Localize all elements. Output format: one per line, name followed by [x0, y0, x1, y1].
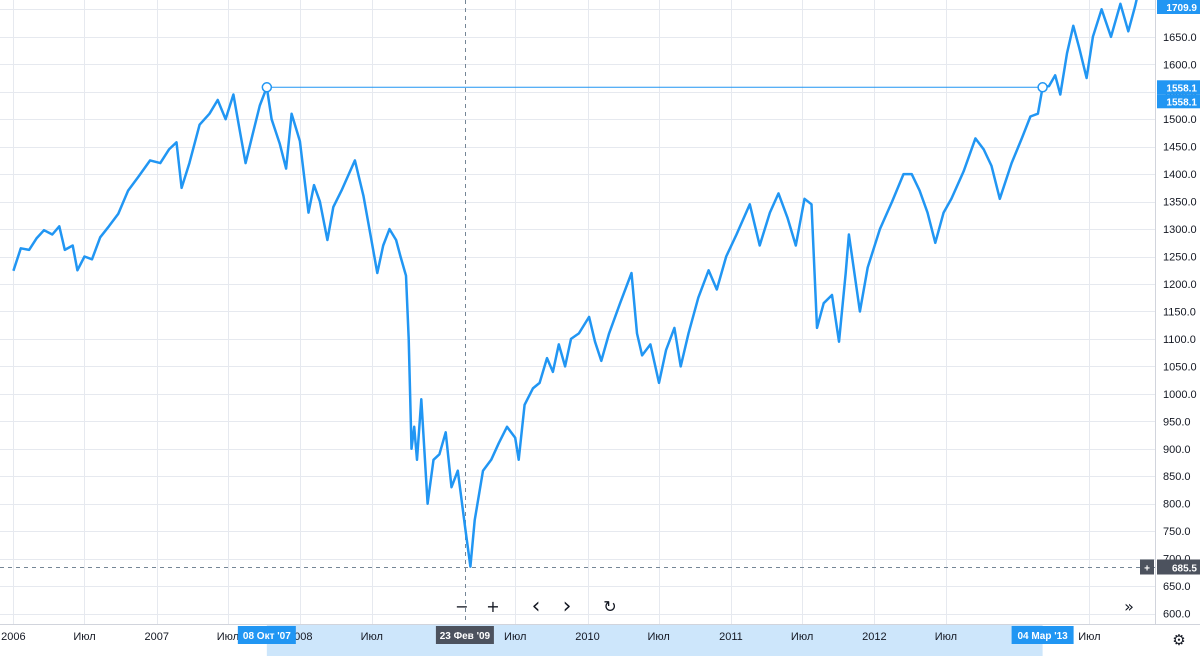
crosshair-plus-bg: [1140, 559, 1154, 575]
time-tick-label: 2010: [575, 631, 599, 643]
level-start-marker: [261, 82, 273, 93]
end-date-label: 04 Мар '13: [1011, 626, 1074, 644]
level-end-marker: [1037, 82, 1048, 93]
time-tick-label: Июл: [361, 631, 383, 643]
start-date-label-bg: [237, 626, 296, 644]
price-tick-label: 1050.0: [1163, 361, 1197, 373]
price-tick-label: 1250.0: [1163, 252, 1197, 264]
zoom-in-button[interactable]: +: [486, 596, 500, 616]
reset-chart-button[interactable]: ↻: [603, 596, 617, 616]
price-tick-label: 1350.0: [1163, 197, 1197, 209]
settings-gear-icon[interactable]: ⚙: [1172, 631, 1186, 649]
price-tick-label: 1450.0: [1163, 142, 1197, 154]
price-tick-label: 1650.0: [1163, 32, 1197, 44]
price-tick-label: 1500.0: [1163, 114, 1197, 126]
time-tick-label: 2006: [1, 631, 25, 643]
price-tick-label: 1100.0: [1163, 334, 1196, 346]
level-b-bg: [1157, 94, 1200, 109]
price-tick-label: 1200.0: [1163, 279, 1197, 291]
crosshair-plus-icon: +: [1144, 564, 1150, 575]
crosshair-price-text: 685.5: [1172, 564, 1197, 575]
price-tick-label: 750.0: [1163, 526, 1191, 538]
price-tick-label: 950.0: [1163, 416, 1191, 428]
level-a-text: 1558.1: [1166, 83, 1197, 94]
price-tick-label: 600.0: [1163, 609, 1191, 621]
start-date-label-text: 08 Окт '07: [243, 631, 291, 642]
time-tick-label: 2007: [145, 631, 169, 643]
time-tick-label: Июл: [647, 631, 669, 643]
last-price-label-bg: [1157, 0, 1200, 14]
time-tick-label: 2011: [719, 631, 743, 643]
time-tick-label: Июл: [504, 631, 526, 643]
grid: [0, 0, 1155, 624]
last-price-label: 1709.9: [1157, 0, 1200, 14]
price-tick-label: 800.0: [1163, 499, 1191, 511]
time-range-highlight: [266, 624, 1043, 656]
time-tick-label: Июл: [791, 631, 813, 643]
price-tick-label: 650.0: [1163, 581, 1191, 593]
price-tick-label: 1400.0: [1163, 169, 1197, 181]
crosshair-date-label-bg: [435, 626, 494, 644]
last-price-label-text: 1709.9: [1166, 3, 1197, 14]
time-tick-label: 2012: [862, 631, 886, 643]
level-b-text: 1558.1: [1166, 97, 1197, 108]
end-date-label-bg: [1011, 626, 1074, 644]
price-tick-label: 900.0: [1163, 444, 1191, 456]
price-tick-label: 850.0: [1163, 471, 1191, 483]
price-tick-label: 1300.0: [1163, 224, 1197, 236]
price-tick-label: 1600.0: [1163, 59, 1197, 71]
price-series-line: [12, 0, 1138, 568]
level-a-bg: [1157, 80, 1200, 95]
scroll-left-button[interactable]: ‹: [531, 593, 541, 619]
scroll-to-realtime-button[interactable]: »: [1124, 596, 1134, 616]
level-price-labels: 1558.1 1558.1: [1157, 80, 1200, 109]
time-tick-label: Июл: [1078, 631, 1100, 643]
time-tick-label: Июл: [73, 631, 95, 643]
crosshair-price-bg: [1157, 559, 1200, 575]
crosshair-date-label-text: 23 Фев '09: [440, 631, 491, 642]
time-tick-label: Июл: [217, 631, 239, 643]
price-tick-label: 1150.0: [1163, 306, 1196, 318]
start-date-label: 08 Окт '07: [237, 626, 296, 644]
crosshair-price-label: +685.5: [1140, 559, 1200, 575]
scroll-right-button[interactable]: ›: [562, 593, 572, 619]
price-tick-label: 1000.0: [1163, 389, 1197, 401]
end-date-label-text: 04 Мар '13: [1017, 631, 1068, 642]
crosshair-date-label: 23 Фев '09: [435, 626, 494, 644]
zoom-out-button[interactable]: −: [455, 596, 469, 616]
time-tick-label: Июл: [935, 631, 957, 643]
